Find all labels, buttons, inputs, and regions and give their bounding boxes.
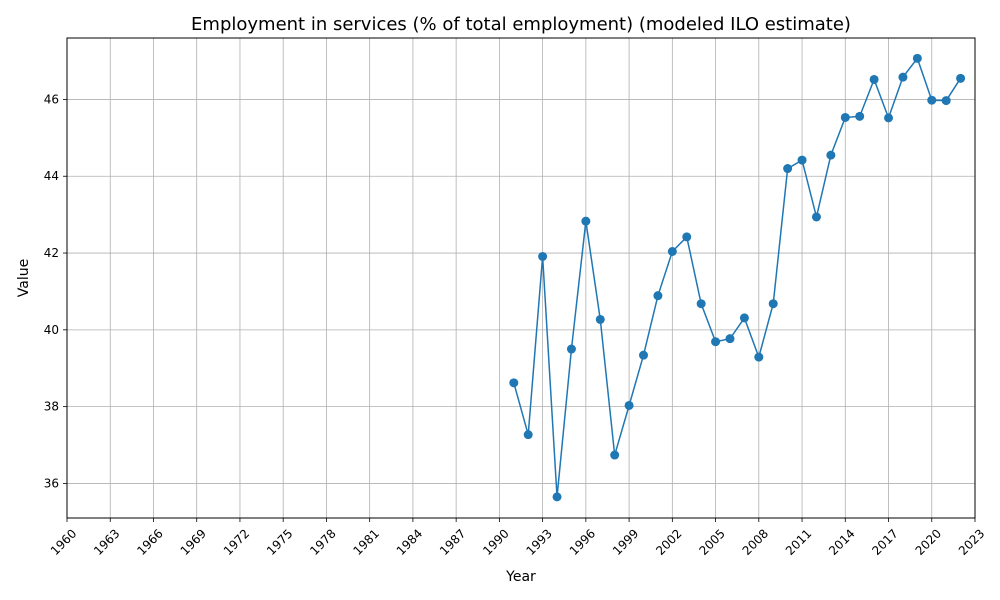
data-point xyxy=(956,73,966,83)
x-tick-label: 1972 xyxy=(221,526,252,557)
x-tick-label: 2008 xyxy=(740,526,771,557)
x-axis-title: Year xyxy=(505,569,536,585)
x-tick-label: 2017 xyxy=(869,526,900,557)
series-layer xyxy=(509,53,966,502)
data-point xyxy=(610,450,620,460)
data-point xyxy=(941,96,951,106)
data-point xyxy=(711,337,721,347)
data-point xyxy=(566,344,576,354)
x-tick-label: 2014 xyxy=(826,526,857,557)
x-tick-label: 2002 xyxy=(653,526,684,557)
data-point xyxy=(797,155,807,165)
data-point xyxy=(595,314,605,324)
x-tick-label: 1999 xyxy=(610,526,641,557)
data-point xyxy=(754,352,764,362)
data-point xyxy=(653,291,663,301)
x-tick-label: 1963 xyxy=(91,526,122,557)
series-line xyxy=(513,56,962,497)
data-point xyxy=(884,113,894,123)
data-point xyxy=(826,150,836,160)
data-point xyxy=(725,334,735,344)
data-point xyxy=(739,313,749,323)
x-tick-label: 2020 xyxy=(913,526,944,557)
data-point xyxy=(581,216,591,226)
data-point xyxy=(811,212,821,222)
data-point xyxy=(696,299,706,309)
x-tick-label: 1969 xyxy=(178,526,209,557)
data-point xyxy=(523,430,533,440)
y-tick-label: 42 xyxy=(44,246,59,260)
data-point xyxy=(538,251,548,261)
plot-area-frame xyxy=(66,37,976,519)
data-point xyxy=(898,72,908,82)
x-tick-label: 1984 xyxy=(394,526,425,557)
x-tick-label: 1966 xyxy=(134,526,165,557)
chart-title: Employment in services (% of total emplo… xyxy=(191,14,851,35)
data-point xyxy=(768,299,778,309)
x-tick-label: 1981 xyxy=(351,526,382,557)
x-tick-label: 1993 xyxy=(523,526,554,557)
data-point xyxy=(869,74,879,84)
x-tick-label: 1996 xyxy=(567,526,598,557)
data-point xyxy=(639,350,649,360)
x-tick-label: 2011 xyxy=(783,526,814,557)
data-point xyxy=(624,400,634,410)
x-tick-label: 1975 xyxy=(264,526,295,557)
data-point xyxy=(912,53,922,63)
data-point xyxy=(783,164,793,174)
x-tick-label: 1978 xyxy=(307,526,338,557)
x-tick-label: 2005 xyxy=(696,526,727,557)
data-point xyxy=(509,378,519,388)
x-tick-label: 1990 xyxy=(480,526,511,557)
data-point xyxy=(840,112,850,122)
x-tick-label: 1960 xyxy=(48,526,79,557)
data-point xyxy=(552,492,562,502)
x-axis: 1960 1963 1966 1969 1972 1975 1978 1981 1984 1987… xyxy=(48,518,987,558)
y-tick-label: 36 xyxy=(44,476,59,490)
y-tick-label: 38 xyxy=(44,400,59,414)
data-point xyxy=(682,232,692,242)
x-tick-label: 2023 xyxy=(956,526,987,557)
x-tick-label: 1987 xyxy=(437,526,468,557)
data-point xyxy=(855,111,865,121)
y-axis-title: Value xyxy=(16,259,32,297)
data-point xyxy=(927,95,937,105)
y-tick-label: 40 xyxy=(44,323,59,337)
grid-lines xyxy=(66,38,976,518)
data-point xyxy=(667,247,677,257)
y-axis: 36 38 40 42 44 46 xyxy=(44,92,67,490)
y-tick-label: 46 xyxy=(44,92,59,106)
y-tick-label: 44 xyxy=(44,169,59,183)
